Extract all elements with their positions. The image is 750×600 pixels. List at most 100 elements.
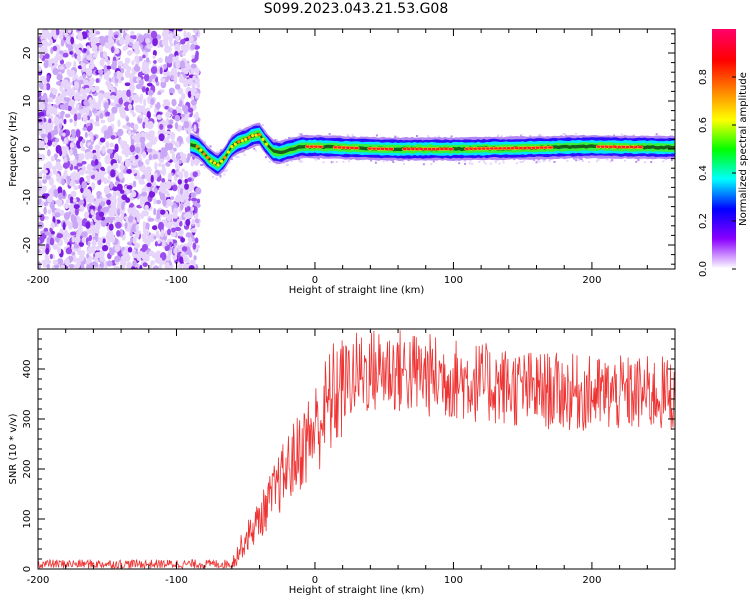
noise-speckle: [49, 253, 53, 260]
halo-speckle: [348, 160, 351, 163]
noise-speckle: [48, 177, 54, 186]
colorbar-swatch: [712, 209, 736, 212]
noise-speckle: [94, 222, 101, 227]
noise-speckle: [163, 72, 168, 76]
noise-speckle: [81, 237, 86, 243]
noise-speckle: [127, 38, 135, 44]
peak-core: [318, 145, 323, 148]
noise-speckle: [120, 110, 126, 119]
halo-speckle: [290, 160, 293, 163]
noise-speckle: [135, 224, 139, 232]
noise-speckle: [129, 156, 136, 162]
noise-speckle: [63, 203, 70, 209]
noise-speckle: [181, 93, 186, 100]
peak-core: [427, 147, 433, 151]
noise-speckle: [95, 115, 100, 123]
noise-speckle: [117, 60, 124, 67]
noise-speckle: [73, 236, 81, 243]
noise-speckle: [146, 82, 153, 87]
noise-speckle: [151, 225, 158, 231]
noise-speckle: [169, 131, 176, 140]
noise-speckle: [121, 202, 125, 211]
snr-ytick-label: 100: [22, 509, 33, 528]
halo-speckle: [198, 135, 201, 138]
noise-speckle: [103, 185, 111, 195]
noise-speckle: [102, 238, 106, 244]
noise-speckle: [179, 187, 184, 196]
noise-speckle: [171, 98, 177, 107]
colorbar-swatch: [712, 197, 736, 200]
noise-speckle: [167, 172, 172, 181]
colorbar-swatch: [712, 39, 736, 42]
noise-speckle: [105, 65, 112, 70]
noise-speckle: [50, 58, 57, 64]
noise-speckle: [192, 242, 197, 250]
noise-speckle: [127, 50, 133, 56]
colorbar-swatch: [712, 59, 736, 62]
halo-speckle: [540, 135, 543, 138]
halo-speckle: [254, 149, 257, 152]
ridge-accent: [226, 150, 231, 154]
noise-speckle: [102, 51, 108, 59]
noise-speckle: [60, 110, 65, 116]
noise-speckle: [57, 94, 65, 103]
noise-speckle: [109, 247, 113, 253]
noise-speckle: [83, 114, 88, 123]
noise-speckle: [84, 87, 91, 94]
noise-speckle: [46, 263, 51, 269]
noise-speckle: [122, 124, 129, 129]
noise-speckle: [70, 109, 77, 115]
noise-speckle: [164, 29, 170, 35]
halo-speckle: [314, 158, 317, 161]
halo-speckle: [458, 162, 461, 165]
colorbar-swatch: [712, 91, 736, 94]
colorbar-swatch: [712, 191, 736, 194]
noise-speckle: [115, 221, 122, 229]
heatmap-xtick-label: 0: [312, 275, 318, 286]
noise-speckle: [71, 236, 75, 243]
halo-speckle: [464, 162, 467, 165]
noise-speckle: [86, 253, 90, 259]
noise-speckle: [90, 221, 94, 226]
noise-speckle: [160, 229, 164, 238]
noise-speckle: [144, 116, 149, 123]
noise-speckle: [164, 45, 171, 54]
noise-speckle: [134, 230, 140, 239]
noise-speckle: [88, 110, 92, 118]
heatmap-ylabel: Frequency (Hz): [8, 111, 19, 187]
noise-speckle: [158, 257, 163, 266]
halo-speckle: [219, 176, 222, 179]
colorbar-swatch: [712, 149, 736, 152]
colorbar-swatch: [712, 99, 736, 102]
noise-speckle: [142, 151, 147, 158]
heatmap-ytick-label: 20: [22, 47, 33, 60]
noise-speckle: [189, 181, 195, 190]
halo-speckle: [268, 160, 271, 163]
noise-speckle: [185, 42, 190, 50]
heatmap-xtick-label: -200: [27, 275, 50, 286]
colorbar-swatch: [712, 61, 736, 64]
noise-speckle: [110, 46, 115, 54]
noise-speckle: [134, 49, 139, 55]
noise-speckle: [147, 89, 154, 96]
peak-core: [506, 147, 512, 150]
noise-speckle: [78, 184, 82, 189]
noise-speckle: [74, 208, 79, 216]
noise-speckle: [161, 239, 166, 248]
noise-speckle: [144, 123, 150, 128]
noise-speckle: [167, 124, 173, 129]
halo-speckle: [351, 133, 354, 136]
colorbar-swatch: [712, 213, 736, 216]
colorbar-tick-label: 0.4: [698, 165, 709, 181]
noise-speckle: [42, 40, 49, 45]
noise-speckle: [110, 153, 114, 160]
noise-speckle: [113, 152, 119, 161]
noise-speckle: [116, 230, 121, 237]
ridge-accent: [257, 133, 262, 137]
heatmap-ytick-label: 10: [22, 95, 33, 108]
noise-speckle: [52, 45, 58, 52]
noise-speckle: [138, 180, 145, 185]
noise-speckle: [79, 87, 85, 94]
noise-speckle: [99, 112, 104, 120]
noise-speckle: [67, 29, 72, 34]
